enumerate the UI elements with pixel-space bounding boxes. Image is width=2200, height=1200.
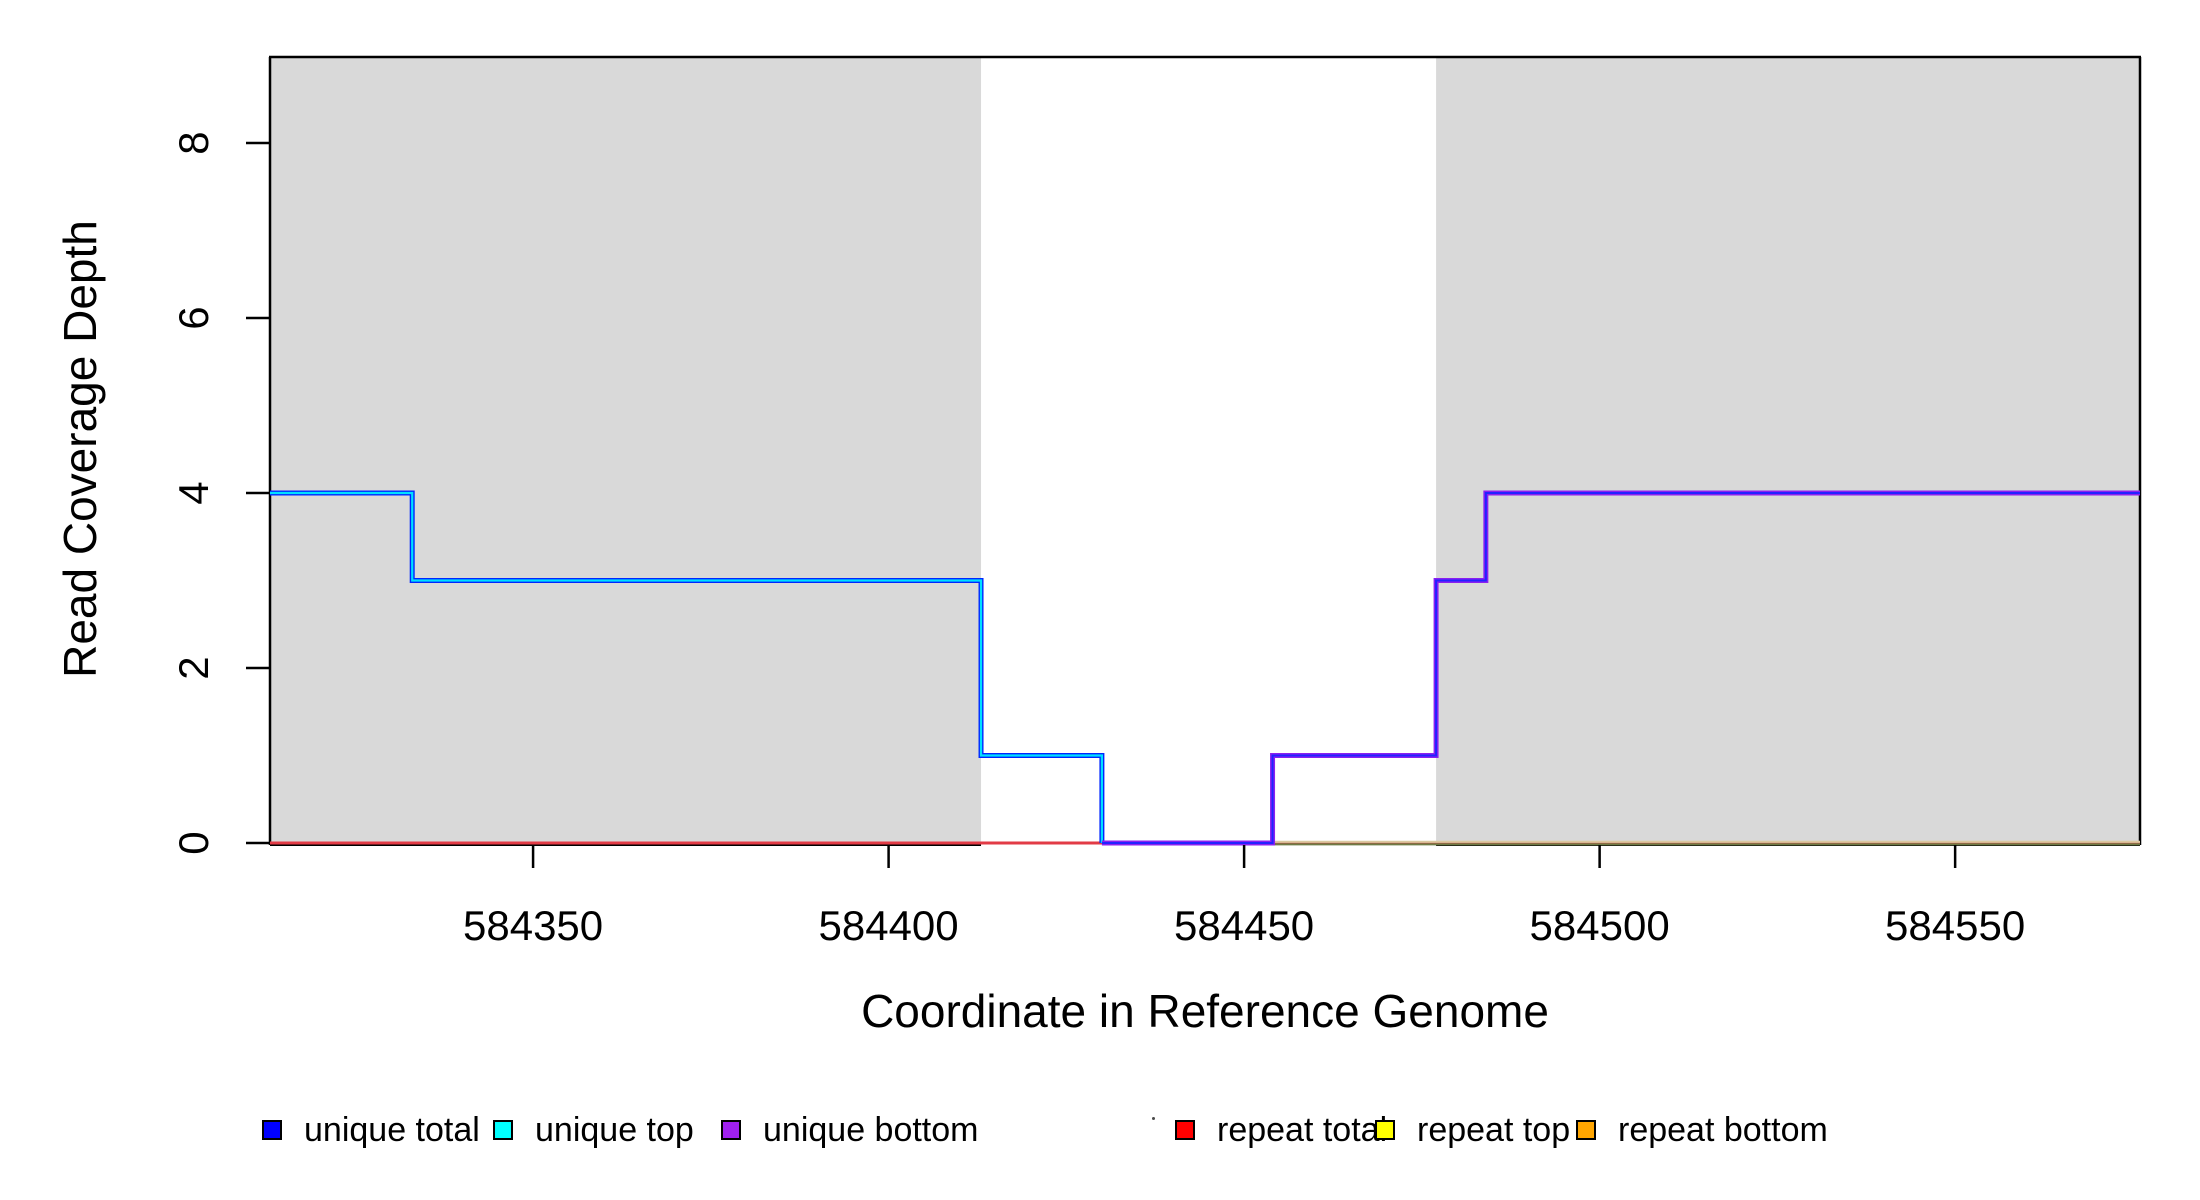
y-tick-label: 4 xyxy=(170,481,217,504)
right-repeat-masked-region xyxy=(1436,57,2140,845)
left-repeat-masked-region xyxy=(270,57,982,845)
x-tick-label: 584550 xyxy=(1885,902,2025,949)
x-tick-label: 584450 xyxy=(1174,902,1314,949)
y-tick-label: 8 xyxy=(170,131,217,154)
x-tick-label: 584400 xyxy=(819,902,959,949)
y-axis-title: Read Coverage Depth xyxy=(54,220,106,678)
x-tick-label: 584350 xyxy=(463,902,603,949)
x-tick-label: 584500 xyxy=(1530,902,1670,949)
x-axis-title: Coordinate in Reference Genome xyxy=(861,985,1549,1037)
y-tick-label: 0 xyxy=(170,831,217,854)
y-tick-label: 6 xyxy=(170,306,217,329)
y-tick-label: 2 xyxy=(170,656,217,679)
stray-dot-artifact xyxy=(1152,1117,1155,1120)
unique-top-line xyxy=(270,491,1104,843)
unique-total-line-right xyxy=(1101,492,2140,844)
